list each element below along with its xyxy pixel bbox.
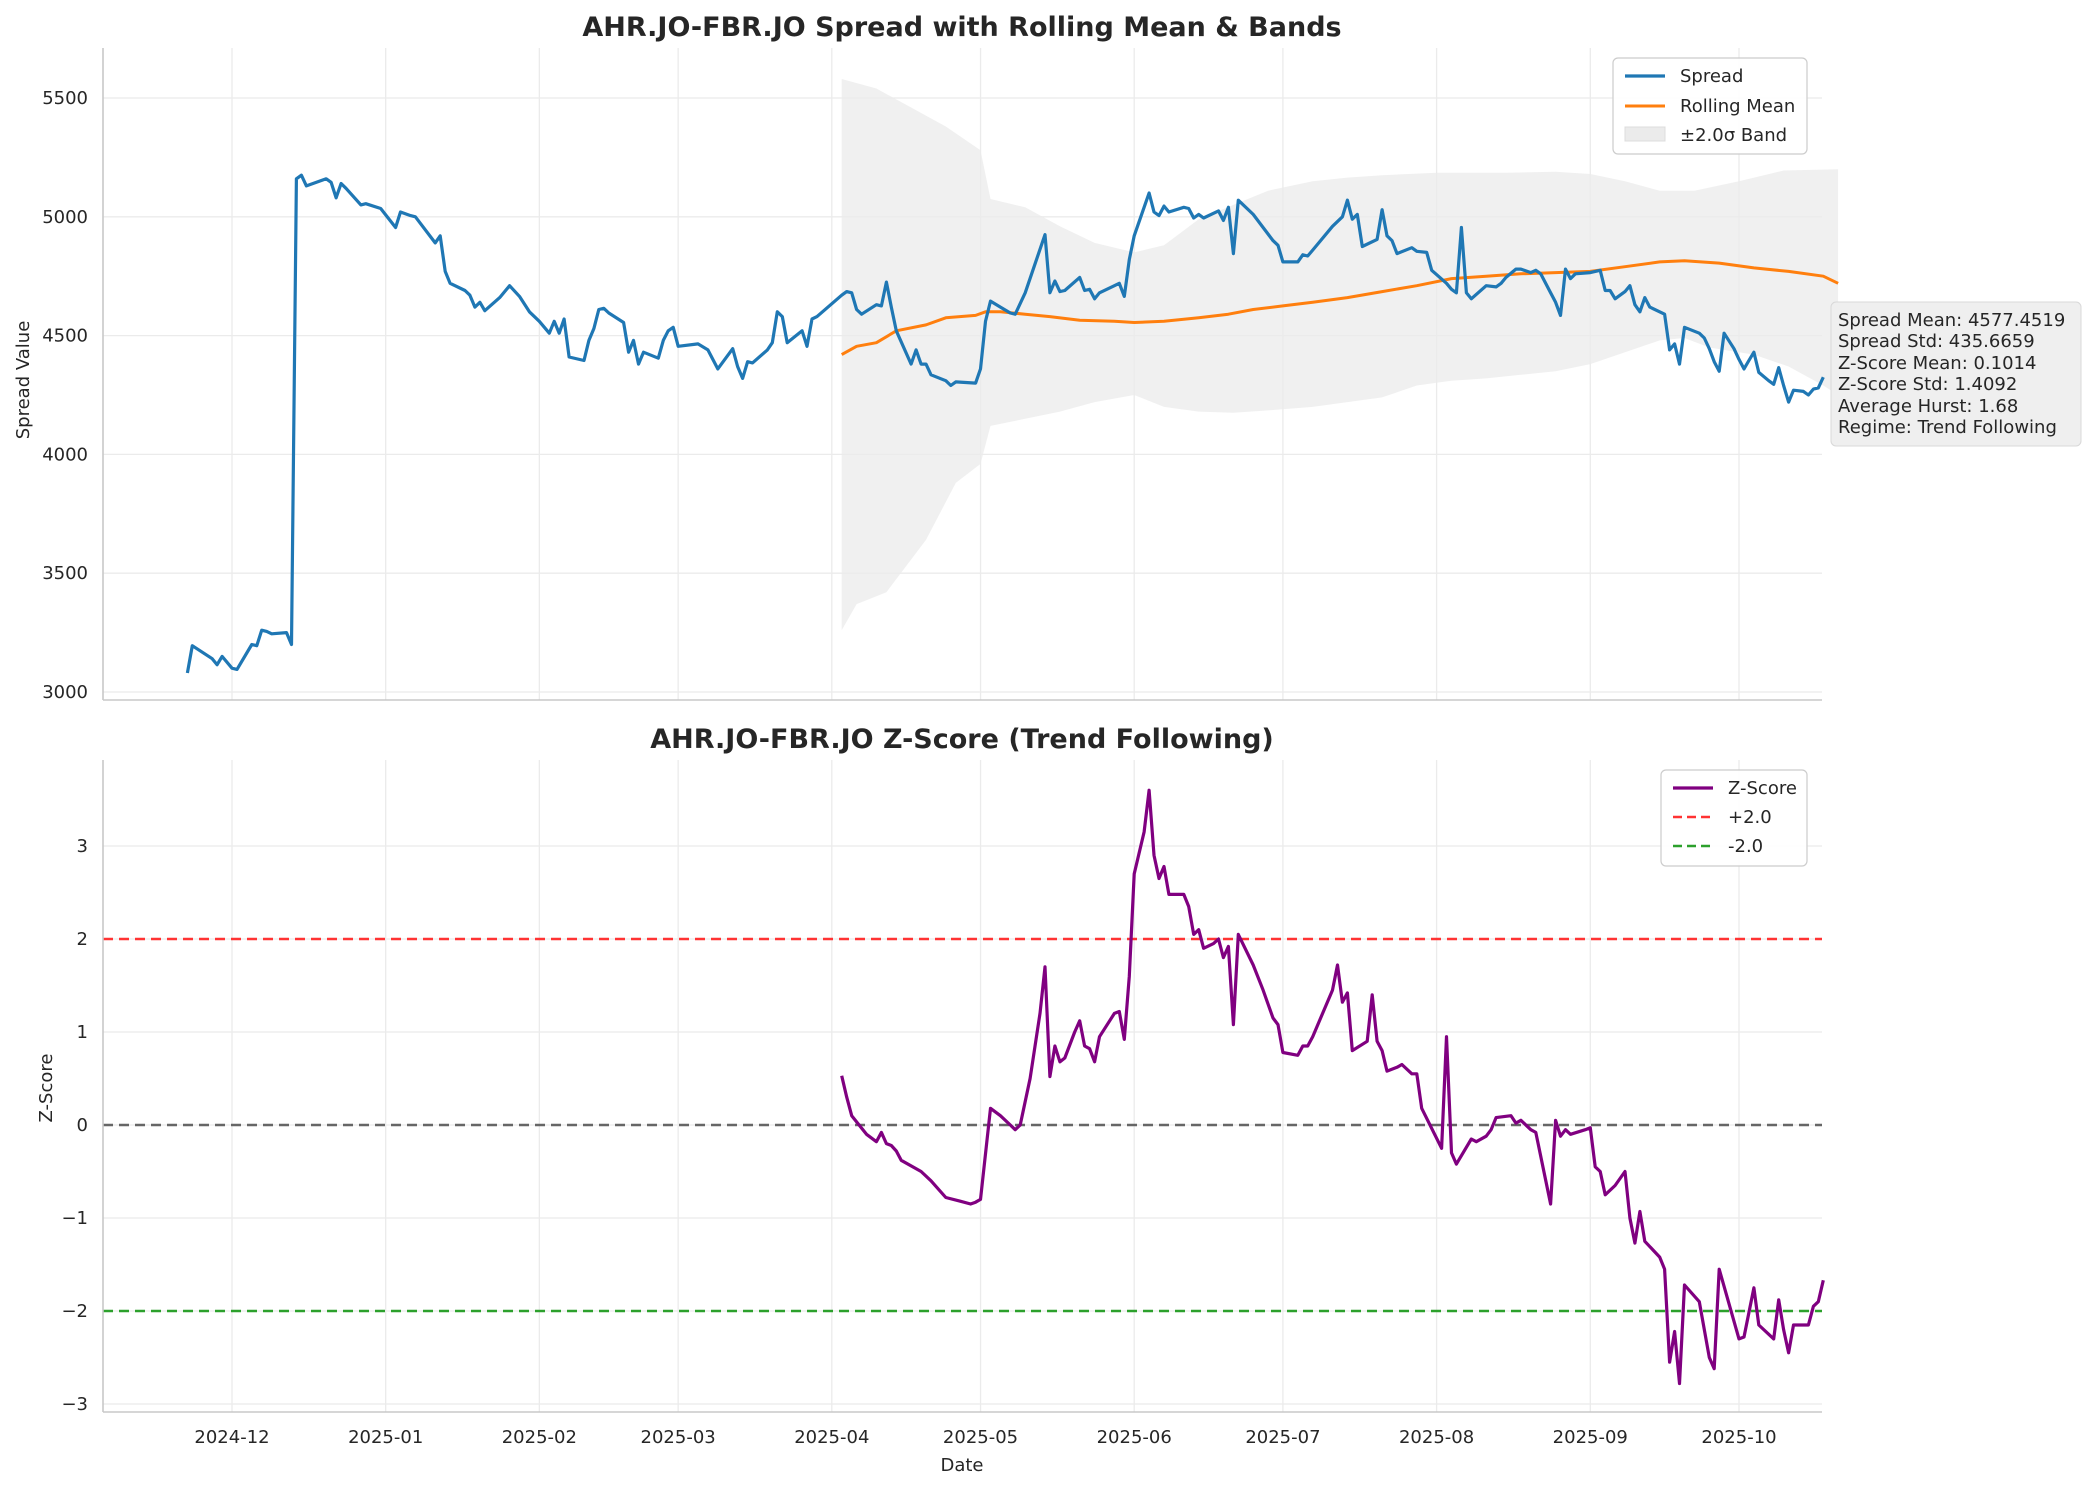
- spread-panel: AHR.JO-FBR.JO Spread with Rolling Mean &…: [13, 12, 2082, 703]
- zscore-line: [840, 788, 1825, 1386]
- stats-zscore-mean: Z-Score Mean: 0.1014: [1838, 353, 2036, 374]
- stats-box: Spread Mean: 4577.4519 Spread Std: 435.6…: [1830, 301, 2082, 447]
- legend-rolling-mean-label: Rolling Mean: [1680, 96, 1795, 117]
- zscore-chart-title: AHR.JO-FBR.JO Z-Score (Trend Following): [650, 724, 1273, 755]
- zscore-x-tick-labels: 2024-12 2025-01 2025-02 2025-03 2025-04 2025-…: [194, 1427, 1776, 1448]
- y-tick-label: 0: [77, 1115, 88, 1136]
- x-tick-label: 2025-09: [1553, 1427, 1628, 1448]
- spread-legend: Spread Rolling Mean ±2.0σ Band: [1612, 57, 1808, 155]
- sigma-band-area: [841, 79, 1839, 631]
- y-tick-label: 4000: [42, 444, 88, 465]
- y-tick-label: 5000: [42, 207, 88, 228]
- legend-band-swatch: [1624, 126, 1666, 142]
- stats-regime: Regime: Trend Following: [1838, 417, 2057, 438]
- x-tick-label: 2024-12: [194, 1427, 269, 1448]
- spread-axes: [102, 48, 1822, 701]
- stats-box-background: [1830, 301, 2082, 447]
- legend-band-label: ±2.0σ Band: [1680, 125, 1787, 146]
- stats-average-hurst: Average Hurst: 1.68: [1838, 396, 2018, 417]
- x-tick-label: 2025-07: [1245, 1427, 1320, 1448]
- zscore-threshold-lines: [103, 937, 1822, 1313]
- x-tick-label: 2025-01: [348, 1427, 423, 1448]
- x-tick-label: 2025-04: [794, 1427, 869, 1448]
- spread-chart-title: AHR.JO-FBR.JO Spread with Rolling Mean &…: [582, 12, 1341, 43]
- legend-minus2-label: -2.0: [1728, 836, 1763, 857]
- zscore-y-axis-label: Z-Score: [36, 1054, 57, 1123]
- x-tick-label: 2025-08: [1399, 1427, 1474, 1448]
- x-tick-label: 2025-10: [1701, 1427, 1776, 1448]
- y-tick-label: 3500: [42, 563, 88, 584]
- x-tick-label: 2025-05: [943, 1427, 1018, 1448]
- y-tick-label: −2: [61, 1301, 88, 1322]
- x-tick-label: 2025-06: [1097, 1427, 1172, 1448]
- y-tick-label: 3: [77, 836, 88, 857]
- y-tick-label: 1: [77, 1022, 88, 1043]
- rolling-mean-line: [840, 259, 1839, 356]
- spread-line: [185, 173, 1825, 674]
- stats-spread-std: Spread Std: 435.6659: [1838, 331, 2035, 352]
- y-tick-label: −1: [61, 1208, 88, 1229]
- zscore-legend-box: [1660, 769, 1808, 867]
- x-tick-label: 2025-02: [502, 1427, 577, 1448]
- spread-y-tick-labels: 3000 3500 4000 4500 5000 5500: [42, 88, 88, 703]
- y-tick-label: 4500: [42, 326, 88, 347]
- x-tick-label: 2025-03: [641, 1427, 716, 1448]
- y-tick-label: 2: [77, 929, 88, 950]
- zscore-y-tick-labels: −3 −2 −1 0 1 2 3: [61, 836, 88, 1415]
- y-tick-label: −3: [61, 1394, 88, 1415]
- legend-zscore-label: Z-Score: [1728, 778, 1797, 799]
- zscore-legend: Z-Score +2.0 -2.0: [1660, 769, 1808, 867]
- legend-spread-label: Spread: [1680, 66, 1743, 87]
- stats-spread-mean: Spread Mean: 4577.4519: [1838, 310, 2065, 331]
- stats-zscore-std: Z-Score Std: 1.4092: [1838, 374, 2017, 395]
- y-tick-label: 3000: [42, 682, 88, 703]
- zscore-axes: [102, 760, 1822, 1413]
- zscore-panel: AHR.JO-FBR.JO Z-Score (Trend Following) …: [36, 724, 1825, 1476]
- legend-plus2-label: +2.0: [1728, 807, 1772, 828]
- x-axis-label: Date: [940, 1455, 983, 1476]
- spread-y-axis-label: Spread Value: [13, 321, 34, 440]
- y-tick-label: 5500: [42, 88, 88, 109]
